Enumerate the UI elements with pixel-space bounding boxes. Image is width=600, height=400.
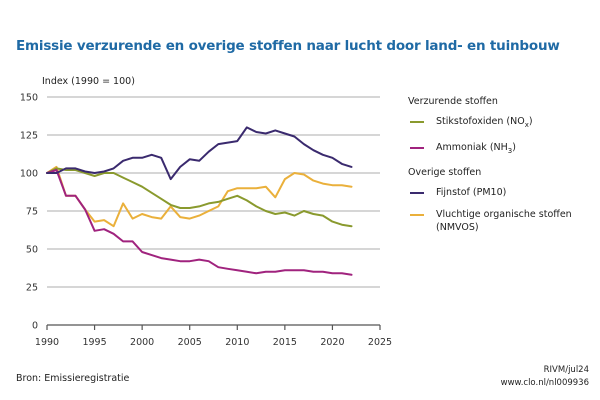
legend-swatch-nox: [410, 121, 424, 123]
legend-item-nox: Stikstofoxiden (NOx): [408, 115, 600, 132]
y-tick-label: 150: [20, 93, 38, 104]
gridlines: [47, 96, 380, 288]
legend-label-nh3: Ammoniak (NH3): [436, 141, 516, 155]
source-note: Bron: Emissieregistratie: [16, 373, 130, 384]
y-axis-label: Index (1990 = 100): [42, 76, 135, 87]
credit: RIVM/jul24 www.clo.nl/nl009936: [501, 364, 589, 390]
x-tick-label: 2005: [178, 337, 202, 348]
series-line-vluchtige-organische-stoffen-nmvos: [46, 165, 353, 228]
legend-item-pm10: Fijnstof (PM10): [408, 186, 600, 199]
legend-label-nox: Stikstofoxiden (NOx): [436, 116, 533, 129]
x-tick-label: 2010: [225, 337, 249, 348]
y-tick-label: 25: [26, 283, 38, 294]
credit-rivm: RIVM/jul24: [543, 365, 589, 375]
chart-title: Emissie verzurende en overige stoffen na…: [16, 38, 560, 54]
legend-swatch-pm10: [410, 191, 424, 194]
y-tick-label: 50: [26, 245, 38, 256]
legend-item-nh3: Ammoniak (NH3): [408, 141, 600, 158]
series-line-fijnstof-pm10: [46, 126, 353, 181]
y-tick-label: 75: [26, 207, 38, 218]
legend-group-overige: Overige stoffen: [408, 166, 482, 178]
x-tick-label: 2015: [273, 337, 297, 348]
x-tick-label: 1990: [35, 337, 59, 348]
x-tick-label: 2020: [320, 337, 344, 348]
series-line-ammoniak-nh3: [46, 169, 353, 276]
legend-swatch-nmvos: [410, 213, 424, 216]
y-tick-label: 0: [32, 321, 38, 332]
series-line-stikstofoxiden-nox: [46, 167, 353, 228]
x-tick-label: 1995: [82, 337, 106, 348]
y-tick-labels: 0 25 50 75 100 125 150: [20, 93, 38, 332]
legend-swatch-nh3: [410, 146, 424, 149]
legend-label-pm10: Fijnstof (PM10): [436, 186, 507, 198]
x-tick-label: 2000: [130, 337, 154, 348]
y-tick-label: 125: [20, 131, 38, 142]
legend-item-nmvos: Vluchtige organische stoffen (NMVOS): [408, 208, 600, 234]
legend-label-nmvos: Vluchtige organische stoffen (NMVOS): [436, 208, 572, 233]
legend-group-verzurende: Verzurende stoffen: [408, 96, 498, 107]
x-axis: 1990 1995 2000 2005 2010 2015 2020 2025: [35, 324, 392, 348]
legend: Verzurende stoffen Stikstofoxiden (NOx) …: [408, 96, 600, 243]
series-lines: [46, 126, 353, 276]
x-tick-label: 2025: [368, 337, 392, 348]
y-tick-label: 100: [20, 169, 38, 180]
credit-url[interactable]: www.clo.nl/nl009936: [500, 378, 589, 388]
